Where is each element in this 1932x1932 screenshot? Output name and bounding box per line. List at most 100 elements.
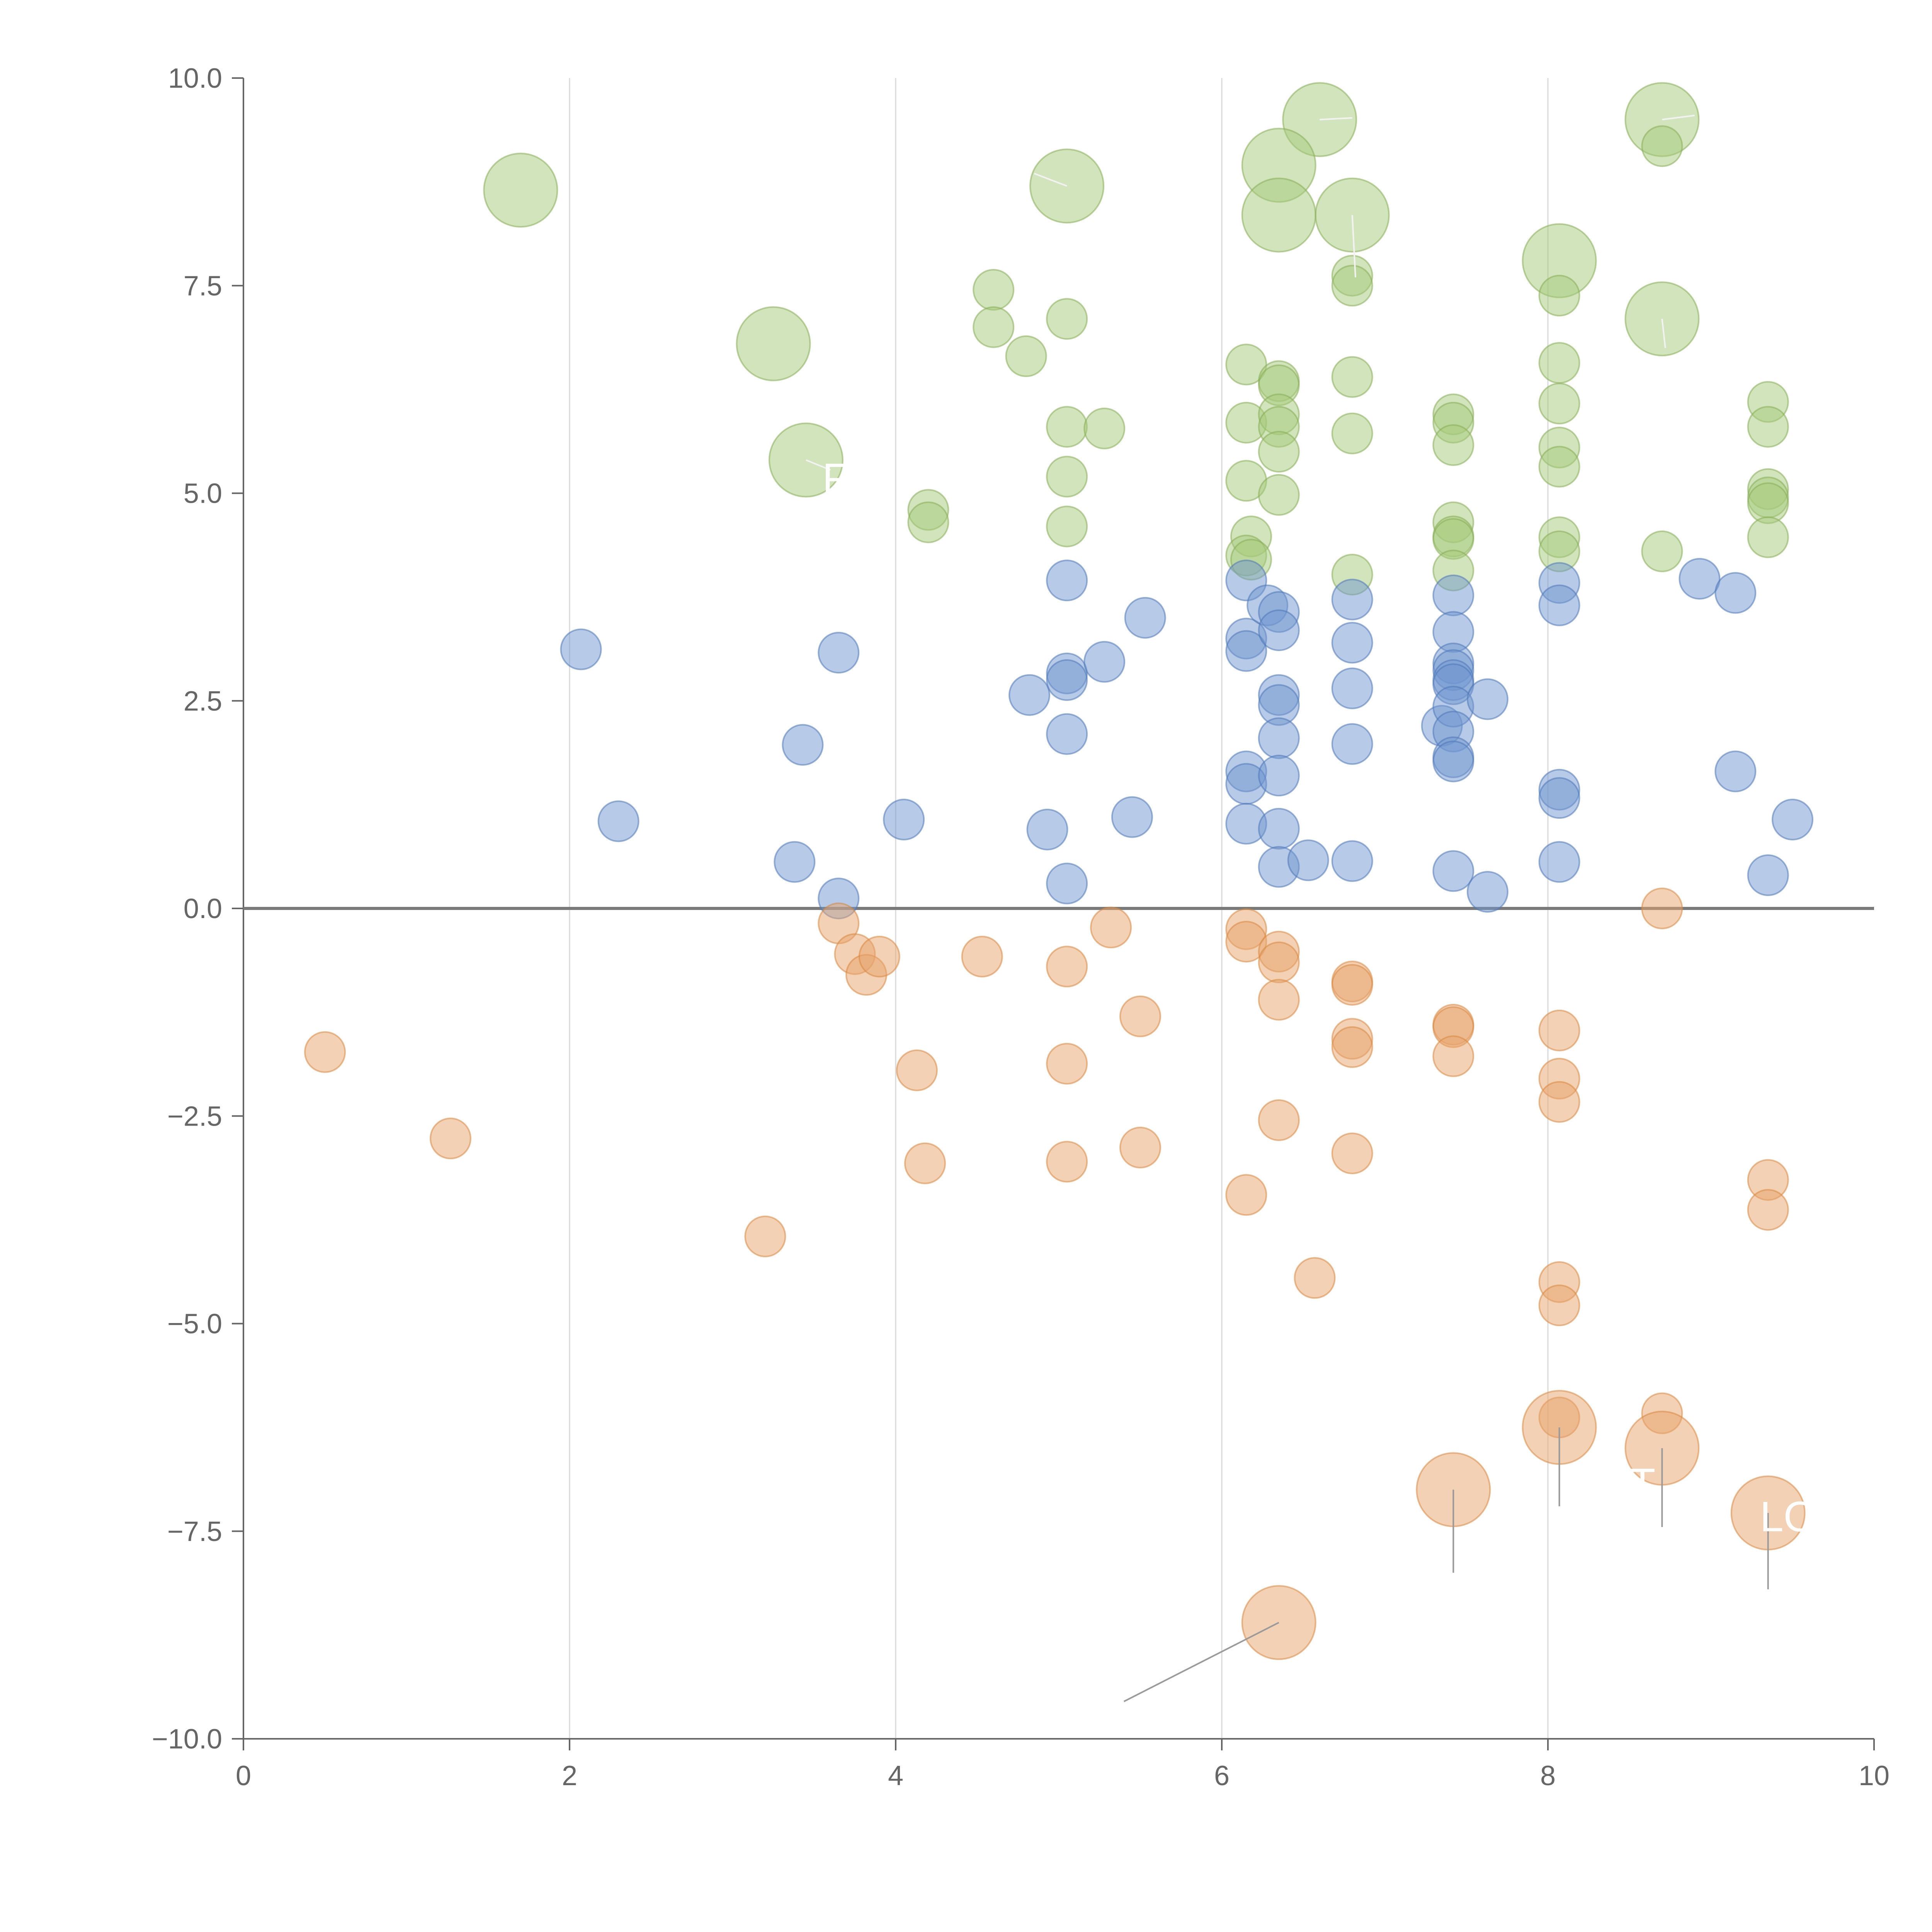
blue-bubble [1432,850,1475,892]
blue-bubble [774,841,816,883]
orange-bubble [858,935,900,978]
blue-bubble [1258,717,1300,759]
orange-bubble [1119,1126,1161,1168]
annotation-leader-line [806,459,831,471]
blue-bubble [1124,597,1166,639]
y-tick-label: 10.0 [168,63,222,94]
blue-bubble [1111,796,1153,838]
orange-bubble [1258,979,1300,1021]
blue-bubble [1331,667,1373,709]
orange-bubble [1331,1026,1373,1068]
green-bubble [1258,431,1300,473]
green-bubble [1331,412,1373,454]
blue-bubble [818,632,860,674]
green-bubble [1083,407,1126,449]
orange-bubble [1331,1132,1373,1174]
green-bubble [1747,406,1789,448]
x-tick-label: 8 [1540,1760,1556,1791]
annotation-label: F [822,455,848,503]
orange-bubble [1225,1174,1267,1216]
green-bubble [736,306,811,381]
blue-bubble [1714,572,1757,614]
blue-bubble [1331,723,1373,765]
blue-bubble [1331,840,1373,882]
orange-bubble [1046,1141,1088,1183]
orange-bubble [904,1142,946,1184]
labels-layer: F T LO [822,455,1816,1541]
blue-bubble [883,799,925,841]
axes-layer: 0 2 4 6 8 10 10.0 7.5 5.0 2.5 0.0 −2.5 −5.0 −7.5 −10.0 [152,63,1889,1791]
orange-bubble [961,935,1003,978]
green-bubble [1538,383,1580,425]
y-tick-label: 0.0 [184,893,222,924]
annotation-leader-line [1034,173,1067,187]
orange-bubble [1538,1284,1580,1327]
green-bubble [973,306,1015,348]
x-tick-label: 4 [888,1760,903,1791]
y-tick-label: 5.0 [184,478,222,509]
orange-bubble [429,1117,471,1160]
blue-bubble [1258,755,1300,797]
orange-bubble [1641,888,1683,929]
orange-bubble [1258,1099,1300,1141]
blue-bubble [1538,584,1580,626]
green-bubble [907,501,949,543]
green-bubble [1331,265,1373,307]
orange-bubble [896,1049,938,1092]
annotation-label: T [1629,1460,1655,1507]
orange-bubble [1538,1009,1580,1051]
annotation-leader-line [1662,114,1695,121]
annotation-leader-line [1351,215,1357,277]
y-tick-label: −5.0 [167,1309,222,1340]
y-tick-label: 7.5 [184,270,222,301]
green-bubble [1641,530,1683,572]
blue-bubble [1258,808,1300,850]
blue-bubble [1026,808,1068,850]
green-bubble [1747,516,1789,558]
blue-bubble [1046,560,1088,602]
x-tick-label: 0 [236,1760,251,1791]
orange-bubble [1090,906,1132,949]
orange-bubble [744,1215,786,1257]
green-bubble [1005,335,1047,377]
blue-bubble [1466,871,1509,913]
green-bubble [1241,177,1316,253]
green-bubble [1046,456,1088,498]
green-bubble [1432,424,1475,466]
points-layer [304,82,1813,1660]
green-bubble [1046,406,1088,448]
y-tick-label: −7.5 [167,1516,222,1547]
green-bubble [973,269,1015,311]
blue-bubble [1747,854,1789,896]
orange-bubble [1432,1035,1475,1077]
annotation-leader-line [1123,1622,1279,1702]
blue-bubble [597,800,639,842]
green-bubble [1538,342,1580,384]
blue-bubble [1331,578,1373,621]
blue-bubble [1538,841,1580,883]
blue-bubble [1432,574,1475,616]
blue-bubble [1046,713,1088,755]
x-tick-label: 10 [1859,1760,1889,1791]
orange-bubble [1119,995,1161,1037]
green-bubble [483,153,558,228]
y-tick-label: 2.5 [184,686,222,717]
blue-bubble [1466,678,1509,720]
green-bubble [1538,446,1580,488]
y-tick-label: −2.5 [167,1101,222,1132]
green-bubble [1046,505,1088,548]
blue-bubble [1538,777,1580,819]
blue-bubble [782,724,824,766]
blue-bubble [1083,641,1126,683]
orange-bubble [1747,1189,1789,1231]
blue-bubble [1772,799,1813,841]
blue-bubble [1046,862,1088,905]
orange-bubble [304,1031,346,1073]
green-bubble [1641,125,1683,167]
orange-bubble [1258,941,1300,983]
green-bubble [1046,298,1088,340]
blue-bubble [560,628,602,670]
blue-bubble [1046,659,1088,701]
